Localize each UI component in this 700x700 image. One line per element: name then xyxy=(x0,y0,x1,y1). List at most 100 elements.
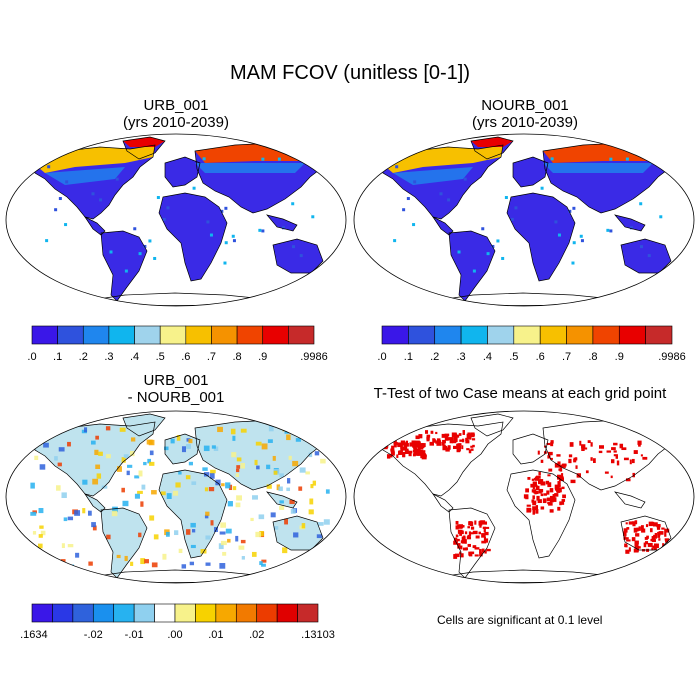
colorbar-tick-label: .3 xyxy=(456,351,465,362)
panel-title-nourb-line2: (yrs 2010-2039) xyxy=(472,114,578,131)
map-nourb xyxy=(353,133,695,307)
colorbar-swatch xyxy=(159,325,187,345)
panel-title-urb-line1: URB_001 xyxy=(143,97,209,114)
map-frame xyxy=(5,410,347,584)
colorbar-swatch xyxy=(539,325,567,345)
colorbar-tick-label: .4 xyxy=(130,351,139,362)
landmass-europe xyxy=(513,434,548,464)
landmass-centralAmerica xyxy=(433,217,453,235)
colorbar-tick-label: .1 xyxy=(53,351,62,362)
colorbar-tick-label: .4 xyxy=(483,351,492,362)
landmass-seAsia xyxy=(615,492,645,508)
colorbar-swatch xyxy=(195,603,217,623)
colorbar-nourb: .0 .1 .2 .3 .4 .5 .6 .7 .8 .9 .9986 xyxy=(377,325,686,362)
colorbar-swatch xyxy=(133,603,155,623)
map-urb xyxy=(5,133,347,307)
map-frame xyxy=(353,410,695,584)
landmass-northAmerica xyxy=(33,422,155,496)
colorbar-swatch xyxy=(185,325,212,345)
colorbar-swatch xyxy=(256,603,278,623)
landmass-centralAmerica xyxy=(85,494,105,512)
colorbar-swatch xyxy=(113,603,135,623)
panel-title-ttest: T-Test of two Case means at each grid po… xyxy=(345,385,695,402)
panel-title-diff-line1: URB_001 xyxy=(143,372,209,389)
panel-title-nourb-line1: NOURB_001 xyxy=(481,97,569,114)
landmass-centralAmerica xyxy=(433,494,453,512)
colorbar-swatch xyxy=(82,325,110,345)
panel-title-nourb: NOURB_001 (yrs 2010-2039) xyxy=(355,97,695,131)
colorbar-swatch xyxy=(645,325,673,345)
colorbar-swatch xyxy=(408,325,436,345)
colorbar-tick-label: -.01 xyxy=(125,629,144,640)
colorbar-swatch xyxy=(566,325,594,345)
colorbar-urb: .0 .1 .2 .3 .4 .5 .6 .7 .8 .9 .9986 xyxy=(27,325,328,362)
landmass-greenland xyxy=(471,414,513,436)
colorbar-swatch xyxy=(108,325,135,345)
panel-title-diff-line2: - NOURB_001 xyxy=(127,389,225,406)
map-frame xyxy=(5,133,347,307)
colorbar-tick-label: .7 xyxy=(562,351,571,362)
colorbar-tick-label: .01 xyxy=(208,629,223,640)
colorbar-tick-label: .2 xyxy=(430,351,439,362)
map-ttest xyxy=(353,410,695,584)
colorbar-swatch xyxy=(460,325,488,345)
panel-title-urb-line2: (yrs 2010-2039) xyxy=(123,114,229,131)
colorbar-swatch xyxy=(134,325,161,345)
colorbar-swatch xyxy=(215,603,237,623)
figure-title: MAM FCOV (unitless [0-1]) xyxy=(229,62,471,84)
landmass-africa xyxy=(159,193,227,281)
landmass-europe xyxy=(165,157,200,187)
colorbar-tick-label: .5 xyxy=(156,351,165,362)
colorbar-swatch xyxy=(288,325,315,345)
colorbar-swatch xyxy=(31,603,53,623)
colorbar-swatch xyxy=(57,325,84,345)
colorbar-tick-label: .13103 xyxy=(301,629,335,640)
landmass-greenland xyxy=(123,414,165,436)
colorbar-tick-label: .1 xyxy=(404,351,413,362)
colorbar-tick-label: .9986 xyxy=(300,351,328,362)
panel-title-ttest-line1: T-Test of two Case means at each grid po… xyxy=(373,385,667,402)
colorbar-swatch xyxy=(31,325,58,345)
colorbar-swatch xyxy=(174,603,196,623)
colorbar-swatch xyxy=(72,603,94,623)
colorbar-swatch xyxy=(154,603,176,623)
colorbar-tick-label: .6 xyxy=(536,351,545,362)
colorbar-tick-label: .5 xyxy=(509,351,518,362)
landmass-australia xyxy=(621,239,671,273)
colorbar-tick-label: .8 xyxy=(588,351,597,362)
colorbar-tick-label: .9 xyxy=(258,351,267,362)
colorbar-tick-label: .0 xyxy=(27,351,36,362)
landmass-seAsia xyxy=(615,215,645,231)
significance-note: Cells are significant at 0.1 level xyxy=(437,613,603,627)
colorbar-swatch xyxy=(235,603,258,623)
panel-title-diff: URB_001 - NOURB_001 xyxy=(6,372,346,406)
map-diff xyxy=(5,410,347,584)
colorbar-swatch xyxy=(592,325,620,345)
colorbar-swatch xyxy=(262,325,289,345)
map-frame xyxy=(353,133,695,307)
colorbar-tick-label: .00 xyxy=(167,629,182,640)
colorbar-tick-label: .0 xyxy=(377,351,386,362)
colorbar-tick-label: -.1634 xyxy=(20,629,48,640)
colorbar-tick-label: .2 xyxy=(79,351,88,362)
colorbar-swatch xyxy=(52,603,74,623)
colorbar-tick-label: .8 xyxy=(232,351,241,362)
landmass-seAsia xyxy=(267,215,297,231)
landmass-asia xyxy=(543,420,678,490)
landmass-centralAmerica xyxy=(85,217,105,235)
colorbar-tick-label: .02 xyxy=(249,629,264,640)
colorbar-swatch xyxy=(211,325,238,345)
colorbar-swatch xyxy=(487,325,515,345)
colorbar-diff: -.1634 -.02 -.01 .00 .01 .02 .13103 xyxy=(20,603,335,640)
colorbar-swatch xyxy=(381,325,409,345)
landmass-africa xyxy=(507,193,575,281)
colorbar-tick-label: .3 xyxy=(104,351,113,362)
colorbar-tick-label: .7 xyxy=(207,351,216,362)
panel-title-urb: URB_001 (yrs 2010-2039) xyxy=(6,97,346,131)
landmass-europe xyxy=(513,157,548,187)
colorbar-swatch xyxy=(92,603,115,623)
colorbar-tick-label: .9986 xyxy=(658,351,686,362)
colorbar-swatch xyxy=(513,325,541,345)
colorbar-swatch xyxy=(618,325,646,345)
colorbar-swatch xyxy=(297,603,319,623)
